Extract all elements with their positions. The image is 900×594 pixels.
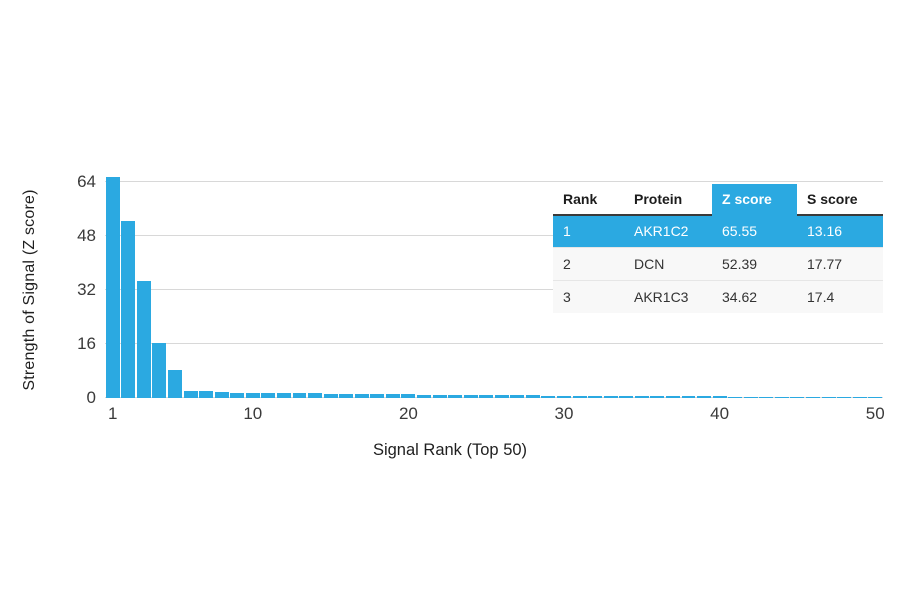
bar-rank-18 <box>370 394 385 398</box>
bar-rank-48 <box>837 396 852 398</box>
bar-rank-5 <box>168 370 182 398</box>
bar-rank-50 <box>868 397 883 398</box>
table-cell: 34.62 <box>722 289 758 305</box>
bar-rank-35 <box>634 396 649 398</box>
bar-rank-32 <box>588 395 603 398</box>
bar-rank-1 <box>105 176 120 398</box>
bar-rank-49 <box>852 396 867 398</box>
bar-rank-25 <box>479 395 494 398</box>
gridline <box>105 181 883 183</box>
x-tick-label: 30 <box>554 404 574 423</box>
bar-rank-11 <box>261 392 276 398</box>
y-tick-label: 32 <box>77 280 96 300</box>
bar-rank-17 <box>354 393 369 398</box>
x-tick-label: 20 <box>398 404 418 423</box>
table-header-cell-rank[interactable]: Rank <box>553 184 624 216</box>
bar-rank-38 <box>681 396 696 398</box>
bar-rank-7 <box>199 391 214 398</box>
bar-rank-19 <box>385 394 400 398</box>
x-tick-label: 1 <box>108 404 118 423</box>
gridline <box>105 289 883 291</box>
table-header-row: Rank Protein Z score S score <box>553 184 883 216</box>
table-row-akr1c2[interactable]: 1 AKR1C2 65.55 13.16 <box>553 214 883 247</box>
bar-rank-3 <box>136 281 151 398</box>
plot-area <box>105 170 883 398</box>
table-row-akr1c3[interactable]: 3 AKR1C3 34.62 17.4 <box>553 280 883 313</box>
bar-rank-41 <box>728 396 743 398</box>
bar-rank-8 <box>214 391 229 398</box>
bar-rank-44 <box>774 396 789 398</box>
table-body: 1 AKR1C2 65.55 13.16 2 DCN 52.39 17.77 3 AKR1C3 34… <box>553 214 883 313</box>
bar-rank-27 <box>510 395 525 398</box>
table-cell: 2 <box>563 256 571 272</box>
table-cell: 65.55 <box>722 223 758 239</box>
x-axis-label: Signal Rank (Top 50) <box>372 441 528 459</box>
bar-rank-29 <box>541 395 556 398</box>
bar-rank-43 <box>759 396 774 398</box>
bar-rank-46 <box>806 396 820 398</box>
bar-rank-10 <box>245 392 260 398</box>
bar-rank-39 <box>697 396 712 398</box>
table-header-cell-z-score[interactable]: Z score <box>712 184 797 216</box>
y-tick-label: 64 <box>77 172 96 192</box>
table-header-cell-protein[interactable]: Protein <box>624 184 712 216</box>
table-cell: DCN <box>634 256 665 272</box>
bar-rank-13 <box>292 393 307 398</box>
table-cell: AKR1C3 <box>634 289 689 305</box>
y-tick-label: 0 <box>86 388 96 407</box>
bar-rank-33 <box>603 395 618 398</box>
y-axis-label: Strength of Signal (Z score) <box>21 189 38 391</box>
bar-rank-47 <box>821 396 836 398</box>
bar-rank-6 <box>183 390 198 398</box>
x-tick-label: 10 <box>243 404 263 423</box>
table-cell: 3 <box>563 289 571 305</box>
bar-rank-15 <box>323 393 338 398</box>
x-tick-label: 40 <box>710 404 730 423</box>
table-cell: 13.16 <box>807 223 843 239</box>
y-tick-label: 16 <box>77 334 96 354</box>
table-cell: 17.77 <box>807 256 843 272</box>
gridline <box>105 235 883 237</box>
table-row-dcn[interactable]: 2 DCN 52.39 17.77 <box>553 247 883 280</box>
bar-rank-20 <box>401 394 416 398</box>
bar-rank-42 <box>743 396 758 398</box>
bar-rank-30 <box>557 395 571 398</box>
gridline <box>105 343 883 345</box>
bar-rank-22 <box>432 394 447 398</box>
bar-rank-34 <box>619 396 634 398</box>
bar-rank-28 <box>525 395 540 398</box>
bar-rank-14 <box>308 393 323 398</box>
gridline <box>105 397 883 398</box>
bar-rank-23 <box>448 394 463 398</box>
table-cell: 17.4 <box>807 289 835 305</box>
bar-rank-4 <box>152 343 167 398</box>
bar-rank-24 <box>463 394 478 398</box>
bar-rank-31 <box>572 395 587 398</box>
bar-rank-37 <box>665 396 680 398</box>
bar-rank-45 <box>790 396 805 398</box>
table-cell: 1 <box>563 223 571 239</box>
table-cell: 52.39 <box>722 256 758 272</box>
bar-rank-36 <box>650 396 665 398</box>
x-tick-label: 50 <box>865 404 885 423</box>
bar-rank-16 <box>339 393 354 398</box>
bar-rank-26 <box>494 395 509 398</box>
table-cell: AKR1C2 <box>634 223 689 239</box>
bar-rank-9 <box>230 392 245 398</box>
signal-table: Rank Protein Z score S score 1 AKR1C2 65.55 13… <box>553 184 883 313</box>
bar-rank-21 <box>417 394 431 398</box>
bar-rank-40 <box>712 396 727 398</box>
y-tick-label: 48 <box>77 226 96 246</box>
table-header-cell-s-score[interactable]: S score <box>797 184 883 216</box>
bar-rank-2 <box>121 221 136 398</box>
bar-rank-12 <box>276 393 291 398</box>
